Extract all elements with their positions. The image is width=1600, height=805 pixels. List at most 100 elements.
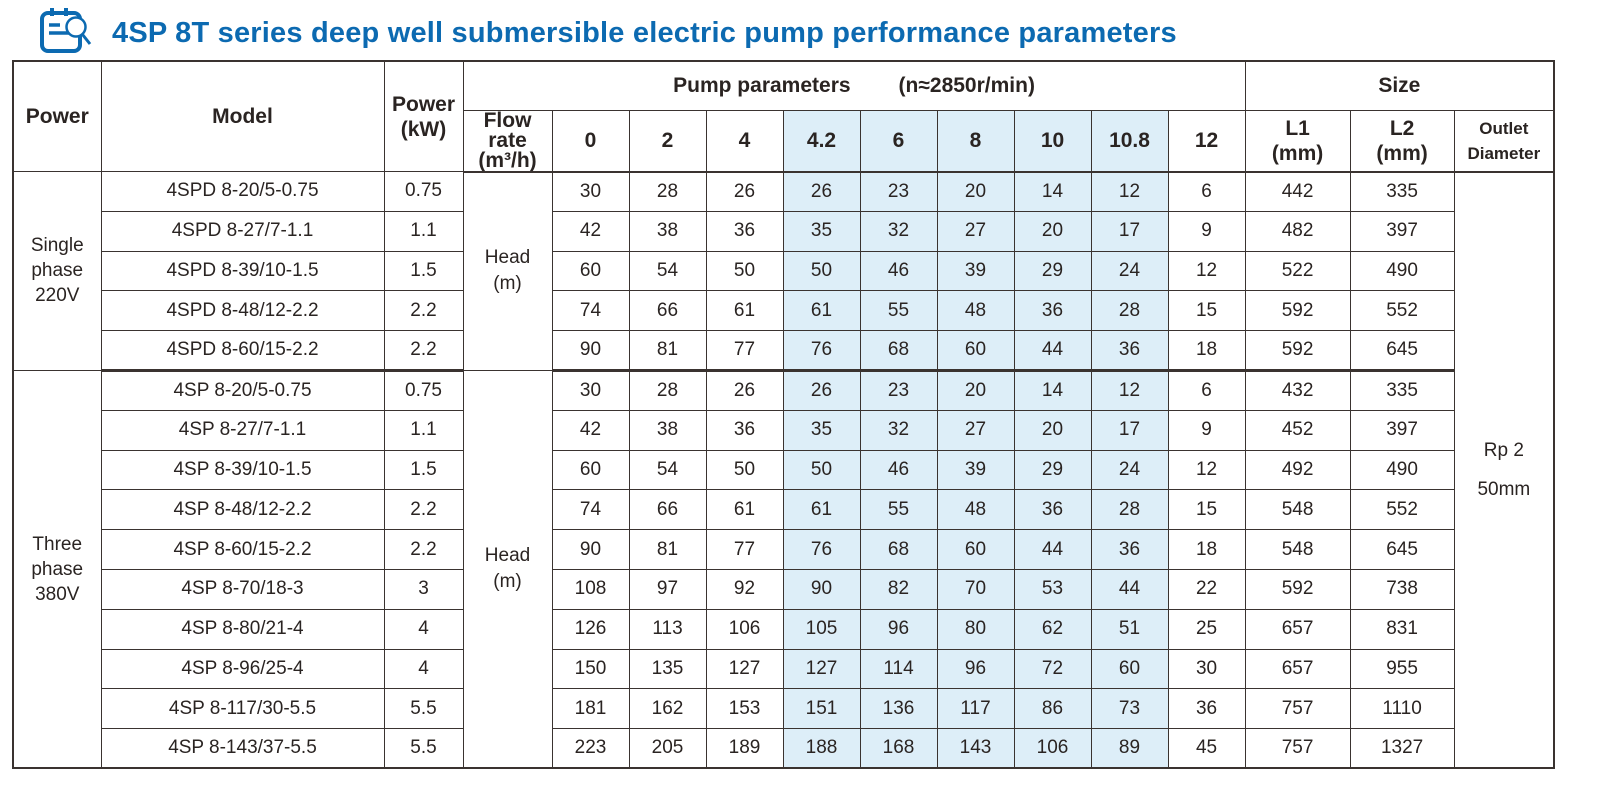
clipboard-magnifier-icon — [34, 6, 96, 61]
pump-parameters-label: Pump parameters — [673, 73, 851, 97]
table-row: 4SPD 8-48/12-2.2 2.2 74 66 61 61 55 48 36 28 15 592… — [13, 290, 1554, 332]
header-row-1: Power Model Power (kW) Pump parameters (… — [12, 60, 1555, 172]
head-value-cell: 35 — [782, 210, 861, 252]
head-value-cell: 61 — [782, 489, 861, 531]
head-value-cell: 48 — [936, 489, 1015, 531]
head-value-cell: 44 — [1013, 529, 1092, 570]
model-cell: 4SP 8-20/5-0.75 — [100, 369, 385, 411]
l1-column-header: L1 (mm) — [1244, 109, 1351, 173]
table-body: Single phase 220V 4SPD 8-20/5-0.75 0.75 Hea… — [12, 171, 1555, 769]
head-value-cell: 27 — [936, 409, 1015, 451]
head-value-cell: 17 — [1090, 210, 1169, 252]
head-value-cell: 38 — [628, 210, 707, 252]
l2-cell: 490 — [1349, 449, 1455, 491]
head-value-cell: 223 — [551, 728, 630, 769]
table-row: 4SP 8-96/25-4 4 150 135 127 127 114 96 72 60 30 657… — [13, 648, 1554, 690]
head-value-cell: 168 — [859, 728, 938, 769]
table-row: 4SP 8-117/30-5.5 5.5 181 162 153 151 136 117 86 7… — [13, 688, 1554, 730]
head-value-cell: 127 — [782, 648, 861, 690]
l2-cell: 1327 — [1349, 728, 1455, 769]
model-cell: 4SP 8-48/12-2.2 — [100, 489, 385, 531]
l2-cell: 397 — [1349, 409, 1455, 451]
head-value-cell: 188 — [782, 728, 861, 769]
l2-cell: 335 — [1349, 369, 1455, 411]
head-value-cell: 96 — [936, 648, 1015, 690]
head-value-cell: 136 — [859, 688, 938, 730]
l1-cell: 757 — [1244, 728, 1351, 769]
flow-col-header: 0 — [551, 109, 630, 173]
head-value-cell: 23 — [859, 369, 938, 411]
power-kw-cell: 0.75 — [383, 369, 464, 411]
head-value-cell: 106 — [705, 608, 784, 650]
l2-cell: 738 — [1349, 568, 1455, 610]
head-value-cell: 36 — [1090, 330, 1169, 372]
head-value-cell: 12 — [1090, 171, 1169, 212]
head-value-cell: 50 — [705, 449, 784, 491]
model-cell: 4SP 8-27/7-1.1 — [100, 409, 385, 451]
head-value-cell: 15 — [1167, 290, 1246, 332]
head-value-cell: 23 — [859, 171, 938, 212]
head-value-cell: 189 — [705, 728, 784, 769]
head-value-cell: 92 — [705, 568, 784, 610]
l2-cell: 831 — [1349, 608, 1455, 650]
head-value-cell: 20 — [1013, 210, 1092, 252]
head-value-cell: 39 — [936, 449, 1015, 491]
head-value-cell: 29 — [1013, 449, 1092, 491]
head-value-cell: 81 — [628, 330, 707, 372]
table-header: Power Model Power (kW) Pump parameters (… — [12, 60, 1555, 173]
head-value-cell: 82 — [859, 568, 938, 610]
pump-parameters-header: Pump parameters (n≈2850r/min) — [462, 60, 1246, 111]
head-value-cell: 60 — [551, 250, 630, 292]
model-cell: 4SP 8-80/21-4 — [100, 608, 385, 650]
head-value-cell: 46 — [859, 449, 938, 491]
head-value-cell: 29 — [1013, 250, 1092, 292]
head-value-cell: 36 — [705, 409, 784, 451]
model-cell: 4SPD 8-48/12-2.2 — [100, 290, 385, 332]
head-value-cell: 26 — [705, 369, 784, 411]
head-value-cell: 14 — [1013, 171, 1092, 212]
head-value-cell: 9 — [1167, 210, 1246, 252]
table-row: Single phase 220V 4SPD 8-20/5-0.75 0.75 Hea… — [12, 171, 1555, 769]
table-row: 4SP 8-48/12-2.2 2.2 74 66 61 61 55 48 36 28 15 548 5… — [13, 489, 1554, 531]
l2-cell: 645 — [1349, 330, 1455, 372]
head-value-cell: 86 — [1013, 688, 1092, 730]
power-kw-cell: 1.1 — [383, 409, 464, 451]
head-value-cell: 26 — [782, 171, 861, 212]
head-value-cell: 151 — [782, 688, 861, 730]
power-kw-cell: 2.2 — [383, 290, 464, 332]
head-value-cell: 61 — [705, 290, 784, 332]
power-kw-cell: 1.5 — [383, 250, 464, 292]
head-value-cell: 73 — [1090, 688, 1169, 730]
table-row: 4SPD 8-27/7-1.1 1.1 42 38 36 35 32 27 20 17 9 482 39… — [13, 210, 1554, 252]
head-value-cell: 60 — [936, 330, 1015, 372]
flow-col-header: 2 — [628, 109, 707, 173]
head-value-cell: 6 — [1167, 171, 1246, 212]
head-value-cell: 50 — [782, 250, 861, 292]
head-value-cell: 24 — [1090, 449, 1169, 491]
outlet-value-line2: 50mm — [1477, 478, 1531, 500]
l1-cell: 592 — [1244, 290, 1351, 332]
power-group-cell: Single phase 220V — [12, 171, 102, 371]
flow-col-header: 4 — [705, 109, 784, 173]
l2-cell: 490 — [1349, 250, 1455, 292]
head-value-cell: 113 — [628, 608, 707, 650]
l1-cell: 452 — [1244, 409, 1351, 451]
head-value-cell: 96 — [859, 608, 938, 650]
head-value-cell: 35 — [782, 409, 861, 451]
head-value-cell: 24 — [1090, 250, 1169, 292]
power-kw-cell: 5.5 — [383, 688, 464, 730]
model-cell: 4SP 8-143/37-5.5 — [100, 728, 385, 769]
head-value-cell: 50 — [782, 449, 861, 491]
head-value-cell: 51 — [1090, 608, 1169, 650]
head-value-cell: 22 — [1167, 568, 1246, 610]
power-kw-cell: 2.2 — [383, 489, 464, 531]
flow-col-header: 12 — [1167, 109, 1246, 173]
head-value-cell: 108 — [551, 568, 630, 610]
head-value-cell: 77 — [705, 529, 784, 570]
head-value-cell: 105 — [782, 608, 861, 650]
flow-col-header: 4.2 — [782, 109, 861, 173]
head-value-cell: 14 — [1013, 369, 1092, 411]
model-cell: 4SPD 8-27/7-1.1 — [100, 210, 385, 252]
head-value-cell: 143 — [936, 728, 1015, 769]
